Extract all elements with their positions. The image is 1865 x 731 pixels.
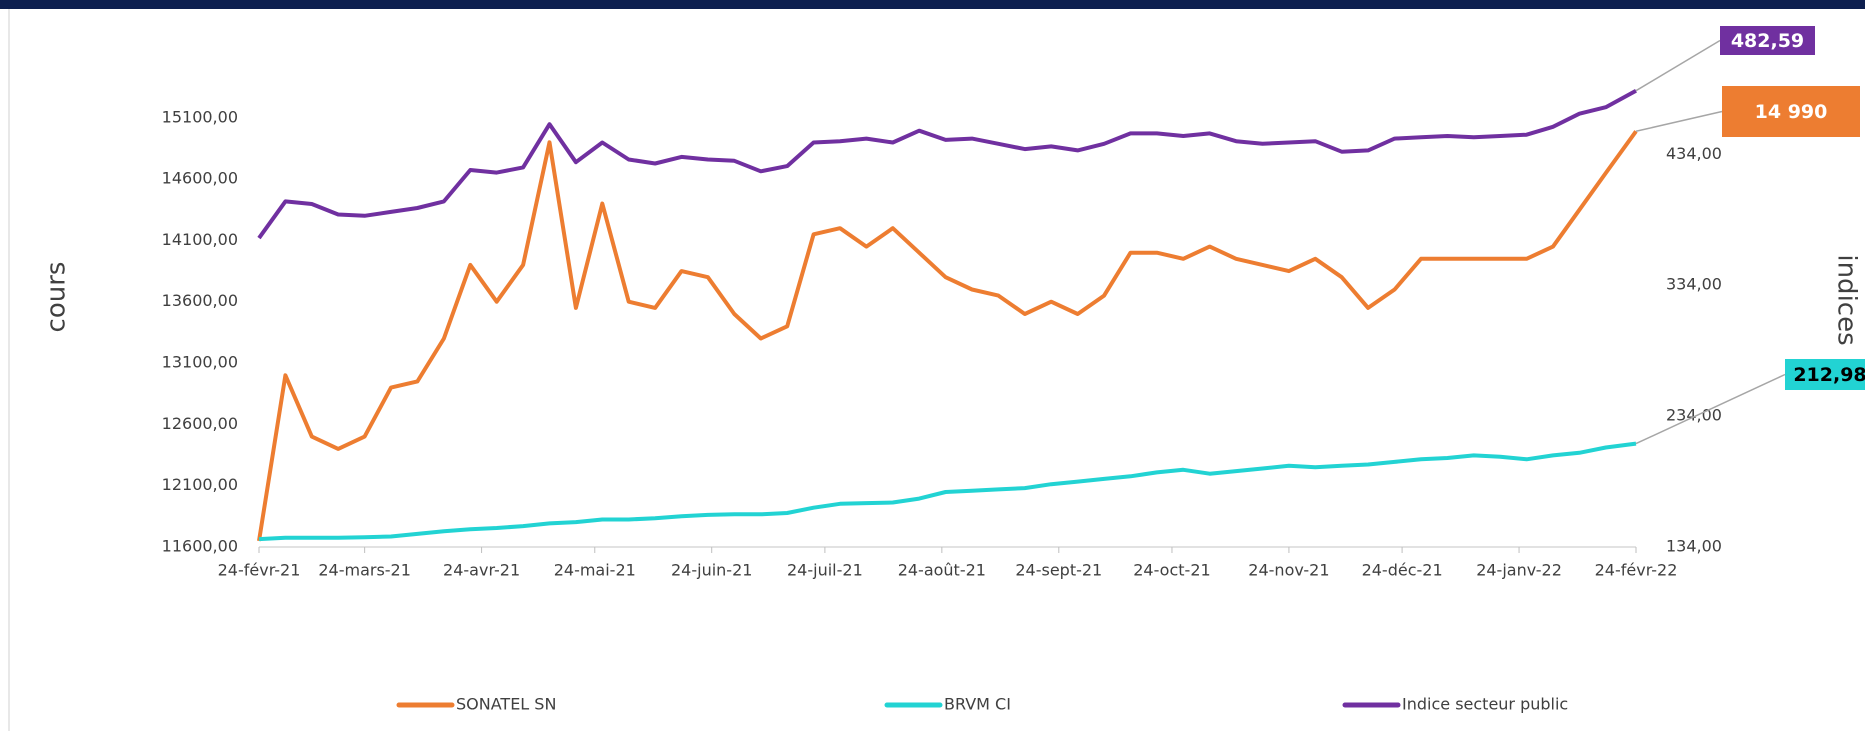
x-tick-label: 24-févr-22 xyxy=(1595,561,1678,580)
x-tick-label: 24-sept-21 xyxy=(1015,561,1102,580)
y-tick-label: 15100,00 xyxy=(162,107,238,126)
callout-leader xyxy=(1635,110,1723,133)
callout-box xyxy=(1722,86,1860,137)
data-label: 14 990 xyxy=(1755,101,1828,123)
x-tick-label: 24-juil-21 xyxy=(787,561,863,580)
x-tick-label: 24-août-21 xyxy=(898,561,986,580)
series-line xyxy=(258,441,1637,542)
top-bar xyxy=(0,0,1865,9)
x-tick-label: 24-juin-21 xyxy=(671,561,752,580)
data-label: 212,98 xyxy=(1793,364,1865,386)
y2-tick-label: 134,00 xyxy=(1666,537,1722,556)
y2-tick-label: 334,00 xyxy=(1666,275,1722,294)
callout-leader xyxy=(1635,373,1786,445)
y-tick-label: 12600,00 xyxy=(162,414,238,433)
callout-box xyxy=(1785,359,1865,390)
legend-label: SONATEL SN xyxy=(456,695,556,714)
y-tick-label: 13100,00 xyxy=(162,353,238,372)
x-tick-label: 24-févr-21 xyxy=(218,561,301,580)
callout-box xyxy=(1720,26,1815,55)
series-line xyxy=(257,130,1638,542)
data-label: 482,59 xyxy=(1731,30,1804,52)
y-tick-label: 12100,00 xyxy=(162,475,238,494)
series-line xyxy=(257,88,1637,240)
callout-leader xyxy=(1635,39,1721,92)
y2-tick-label: 434,00 xyxy=(1666,144,1722,163)
y-axis-title: cours xyxy=(42,262,72,333)
x-tick-label: 24-déc-21 xyxy=(1362,561,1443,580)
y-tick-label: 14600,00 xyxy=(162,169,238,188)
x-tick-label: 24-avr-21 xyxy=(443,561,520,580)
y-tick-label: 11600,00 xyxy=(162,537,238,556)
legend-label: BRVM CI xyxy=(944,695,1011,714)
legend-label: Indice secteur public xyxy=(1402,695,1568,714)
x-tick-label: 24-mai-21 xyxy=(554,561,636,580)
x-tick-label: 24-janv-22 xyxy=(1476,561,1562,580)
x-tick-label: 24-oct-21 xyxy=(1133,561,1210,580)
y-tick-label: 14100,00 xyxy=(162,230,238,249)
y2-axis-title: indices xyxy=(1832,254,1862,345)
x-tick-label: 24-mars-21 xyxy=(318,561,411,580)
y-tick-label: 13600,00 xyxy=(162,291,238,310)
x-tick-label: 24-nov-21 xyxy=(1248,561,1329,580)
